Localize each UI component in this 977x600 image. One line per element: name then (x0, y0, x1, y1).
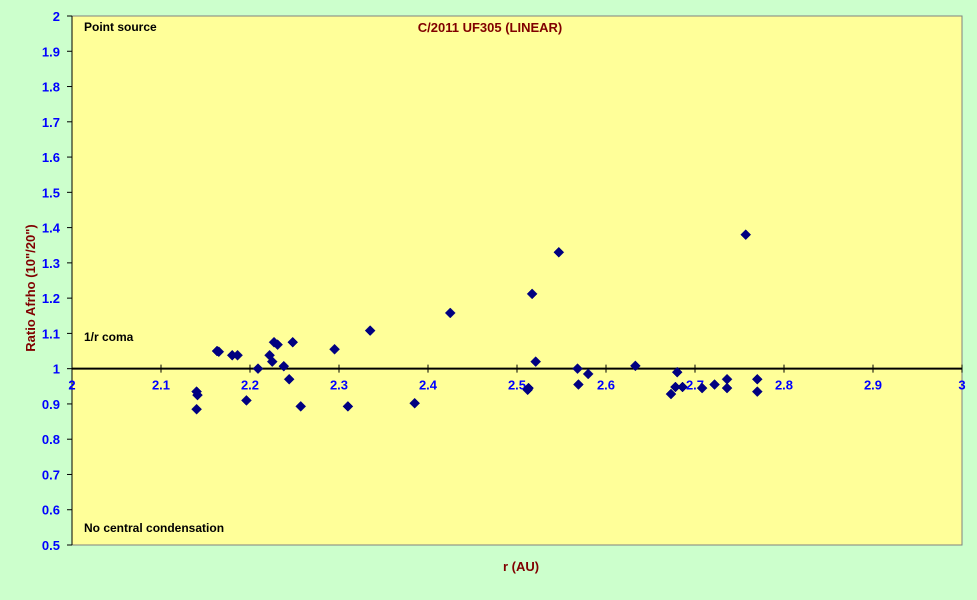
data-point (266, 356, 278, 367)
data-point (740, 229, 752, 241)
data-point (721, 382, 733, 394)
data-point (751, 386, 763, 397)
data-point (526, 288, 538, 300)
y-tick-label: 0.9 (42, 397, 60, 412)
data-point (677, 381, 688, 393)
data-point (671, 366, 683, 378)
data-point (630, 360, 641, 372)
data-point (530, 356, 542, 367)
data-point (553, 246, 565, 258)
data-point (364, 325, 376, 336)
annotation-point-source: Point source (84, 20, 157, 34)
y-tick-label: 1.9 (42, 44, 60, 59)
x-tick-label: 2.6 (597, 378, 615, 393)
plot-area (71, 15, 963, 546)
y-ticks: 2 1.9 1.8 1.7 1.6 1.5 1.4 1.3 1.2 1.1 1 0.9 0.8 0.7 0.… (42, 9, 72, 553)
data-point (295, 401, 307, 412)
y-tick-label: 1.1 (42, 326, 60, 341)
y-tick-label: 1.8 (42, 80, 60, 95)
data-point (572, 363, 583, 375)
data-point (272, 339, 283, 351)
data-point (213, 346, 225, 358)
data-point (241, 395, 252, 406)
y-tick-label: 1.5 (42, 185, 60, 200)
y-axis-label: Ratio Afrho (10"/20") (23, 224, 38, 351)
data-point (329, 343, 340, 355)
data-point (670, 381, 681, 393)
x-ticks: 2 2.1 2.2 2.3 2.4 2.5 2.6 2.7 2.8 2.9 3 (68, 364, 966, 393)
y-tick-label: 0.8 (42, 432, 60, 447)
data-point (573, 379, 584, 390)
data-point (342, 401, 354, 412)
data-point (582, 368, 594, 380)
x-tick-label: 2.2 (241, 378, 259, 393)
chart-frame (3, 3, 973, 596)
data-point (191, 403, 202, 415)
x-tick-label: 2.1 (152, 378, 170, 393)
x-tick-label: 2.8 (775, 378, 793, 393)
data-point (409, 397, 421, 409)
y-tick-label: 0.7 (42, 467, 60, 482)
x-tick-label: 3 (958, 378, 965, 393)
y-tick-label: 1.4 (42, 221, 61, 236)
y-tick-label: 1.2 (42, 291, 60, 306)
y-tick-label: 2 (53, 9, 60, 24)
y-tick-label: 0.6 (42, 503, 60, 518)
data-point (192, 389, 203, 401)
chart-title: C/2011 UF305 (LINEAR) (418, 20, 563, 35)
x-tick-label: 2.5 (508, 378, 526, 393)
data-point (696, 382, 708, 394)
y-tick-label: 1.3 (42, 256, 60, 271)
x-tick-label: 2.3 (330, 378, 348, 393)
data-point (444, 307, 456, 319)
data-point (252, 363, 264, 375)
annotation-1r-coma: 1/r coma (84, 330, 134, 344)
y-tick-label: 1.7 (42, 115, 60, 130)
y-tick-label: 0.5 (42, 538, 60, 553)
data-point (522, 384, 534, 396)
y-tick-label: 1 (53, 362, 60, 377)
data-point (287, 336, 299, 348)
y-tick-label: 1.6 (42, 150, 60, 165)
data-point (665, 388, 677, 400)
x-tick-label: 2.4 (419, 378, 438, 393)
x-tick-label: 2 (68, 378, 75, 393)
x-axis-label: r (AU) (503, 559, 539, 574)
data-point (751, 373, 763, 385)
annotation-no-central-condensation: No central condensation (84, 521, 224, 535)
data-points (191, 229, 763, 415)
data-point (283, 373, 295, 385)
data-point (709, 379, 720, 390)
data-point (232, 349, 243, 361)
x-tick-label: 2.9 (864, 378, 882, 393)
data-point (278, 360, 290, 372)
